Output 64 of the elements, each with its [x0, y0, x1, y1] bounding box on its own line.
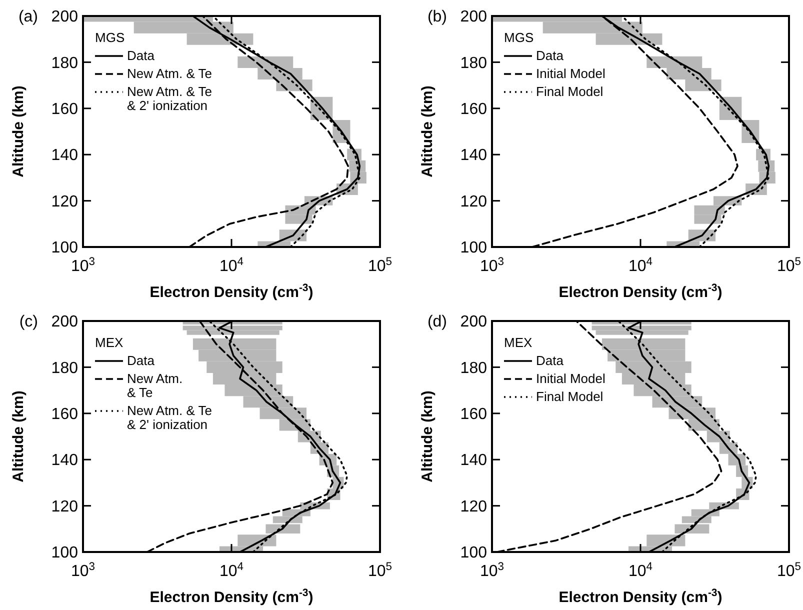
y-tick-label: 100 — [460, 240, 488, 257]
legend-label: New Atm. & Te — [127, 371, 183, 400]
y-tick-label: 200 — [51, 8, 78, 26]
y-tick-label: 160 — [51, 101, 78, 118]
y-tick-label: 120 — [460, 193, 488, 210]
legend-label: New Atm. & Te — [127, 66, 212, 81]
legend-label: New Atm. & Te & 2' ionization — [127, 403, 212, 432]
x-tick-label: 10$^{4}$ — [219, 256, 244, 275]
legend-label: Data — [536, 353, 564, 368]
x-tick-label: 10$^{3}$ — [480, 256, 504, 275]
y-tick-label: 200 — [460, 314, 488, 331]
legend-label: Data — [536, 48, 564, 63]
y-tick-label: 160 — [51, 406, 78, 423]
y-tick-label: 180 — [460, 360, 488, 377]
y-tick-label: 100 — [460, 544, 488, 562]
y-tick-label: 100 — [51, 240, 78, 257]
legend-label: Initial Model — [536, 66, 606, 81]
y-tick-label: 140 — [460, 452, 488, 470]
chart-title: (d) — [427, 314, 447, 331]
legend-label: Final Model — [536, 84, 604, 99]
y-tick-label: 120 — [460, 498, 488, 516]
y-tick-label: 100 — [51, 544, 78, 562]
y-tick-label: 120 — [51, 193, 78, 210]
y-tick-label: 140 — [460, 147, 488, 164]
legend-label: Data — [127, 48, 156, 63]
legend-title: MEX — [95, 335, 124, 350]
x-tick-label: 10$^{5}$ — [776, 256, 802, 275]
legend-label: Data — [127, 353, 156, 368]
x-axis-title: Electron Density (cm$^{-3}$) — [558, 282, 722, 301]
y-tick-label: 200 — [51, 314, 78, 331]
legend-title: MGS — [504, 30, 534, 45]
x-tick-label: 10$^{4}$ — [219, 561, 244, 580]
legend-label: Initial Model — [536, 371, 606, 386]
y-tick-label: 160 — [460, 406, 488, 423]
chart-title: (a) — [18, 8, 38, 26]
x-axis-title: Electron Density (cm$^{-3}$) — [558, 587, 722, 606]
y-axis-title: Altitude (km) — [10, 390, 27, 482]
x-tick-label: 10$^{5}$ — [368, 561, 392, 580]
y-tick-label: 160 — [460, 101, 488, 118]
x-tick-label: 10$^{3}$ — [480, 561, 504, 580]
y-tick-label: 140 — [51, 452, 78, 470]
y-tick-label: 120 — [51, 498, 78, 516]
x-axis-title: Electron Density (cm$^{-3}$) — [150, 282, 314, 301]
y-axis-title: Altitude (km) — [419, 390, 436, 482]
legend-label: Final Model — [536, 389, 604, 404]
legend-label: New Atm. & Te & 2' ionization — [127, 84, 212, 113]
x-tick-label: 10$^{3}$ — [70, 256, 96, 275]
y-axis-title: Altitude (km) — [10, 86, 27, 178]
legend-title: MGS — [95, 30, 125, 45]
x-axis-title: Electron Density (cm$^{-3}$) — [150, 587, 314, 606]
y-tick-label: 180 — [460, 54, 488, 72]
y-tick-label: 180 — [51, 360, 78, 377]
x-tick-label: 10$^{5}$ — [368, 256, 392, 275]
x-tick-label: 10$^{3}$ — [70, 561, 96, 580]
y-tick-label: 140 — [51, 147, 78, 164]
x-tick-label: 10$^{5}$ — [776, 561, 802, 580]
y-tick-label: 180 — [51, 54, 78, 72]
x-tick-label: 10$^{4}$ — [628, 561, 653, 580]
y-axis-title: Altitude (km) — [419, 86, 436, 178]
x-tick-label: 10$^{4}$ — [628, 256, 653, 275]
chart-title: (c) — [19, 314, 38, 331]
chart-title: (b) — [427, 8, 447, 26]
legend-title: MEX — [504, 335, 532, 350]
y-tick-label: 200 — [460, 8, 488, 26]
